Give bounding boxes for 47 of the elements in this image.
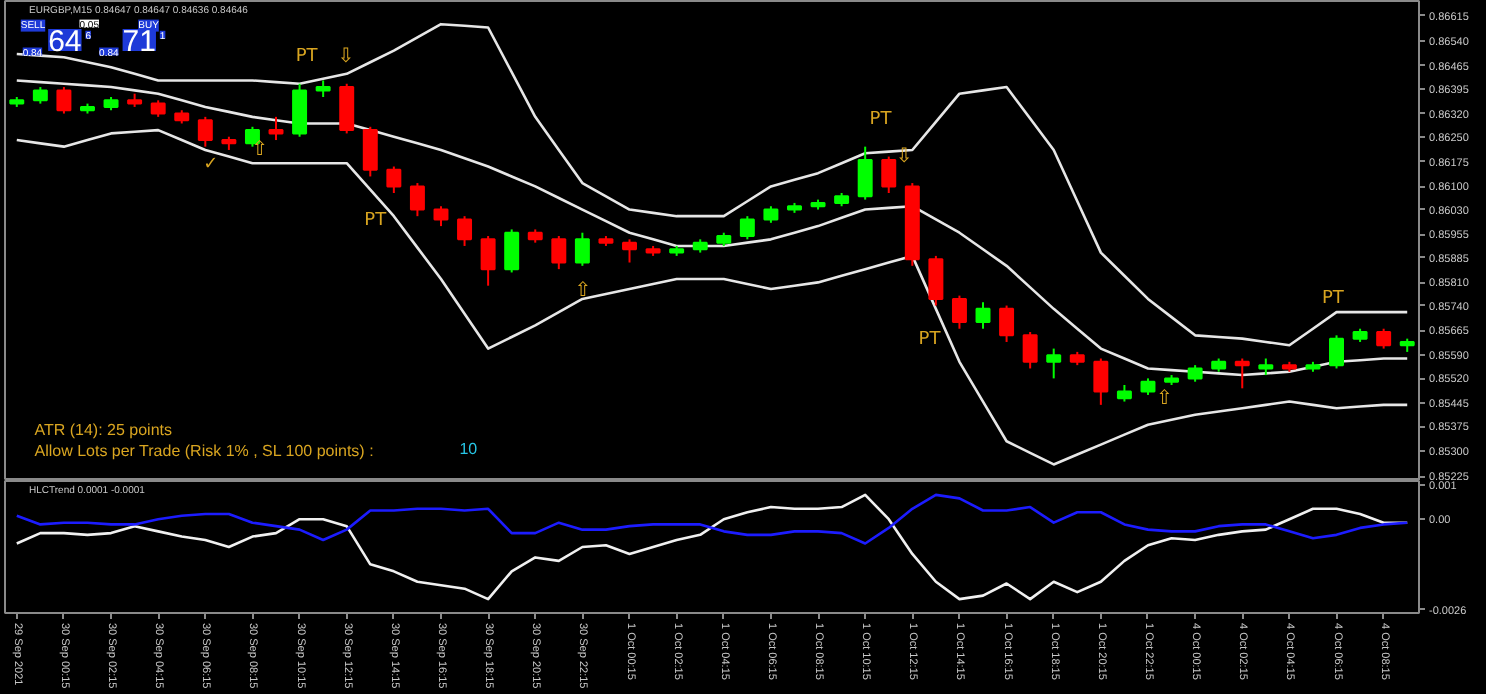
candlestick bbox=[928, 254, 944, 307]
line-series bbox=[15, 493, 1409, 545]
candlestick bbox=[1022, 331, 1038, 370]
annotation: ⇧ bbox=[251, 138, 269, 161]
candlestick bbox=[386, 165, 402, 194]
candlestick bbox=[574, 231, 590, 267]
candlestick bbox=[975, 301, 991, 330]
candlestick bbox=[739, 215, 755, 241]
annotation: 10 bbox=[459, 439, 479, 458]
candlestick bbox=[857, 145, 873, 201]
annotation: Allow Lots per Trade (Risk 1% , SL 100 points) : bbox=[34, 441, 374, 460]
candlestick bbox=[339, 82, 355, 135]
candlestick bbox=[362, 125, 378, 178]
annotation: ATR (14): 25 points bbox=[34, 421, 173, 440]
candlestick bbox=[409, 182, 425, 218]
candlestick bbox=[881, 155, 897, 194]
candlestick bbox=[1329, 334, 1344, 370]
annotation: 64 bbox=[48, 24, 82, 59]
annotation: ⇩ bbox=[337, 45, 355, 68]
annotation: PT bbox=[1321, 288, 1345, 309]
candlestick bbox=[1376, 327, 1392, 350]
candlestick bbox=[551, 235, 567, 271]
candlestick bbox=[999, 304, 1015, 343]
candlestick bbox=[457, 215, 473, 247]
annotation: PT bbox=[295, 46, 319, 67]
candlestick bbox=[622, 238, 637, 264]
line-series bbox=[15, 128, 1409, 466]
annotation: ⇧ bbox=[1156, 388, 1173, 411]
candlestick bbox=[951, 294, 967, 330]
candlestick bbox=[480, 235, 496, 287]
line-series bbox=[15, 79, 1409, 377]
annotation: ⇩ bbox=[895, 146, 913, 169]
candlestick bbox=[504, 228, 520, 274]
annotation: PT bbox=[869, 110, 893, 131]
line-series bbox=[15, 493, 1409, 601]
candlestick bbox=[268, 115, 284, 142]
candlestick bbox=[1093, 357, 1109, 406]
annotation: ⇧ bbox=[574, 280, 592, 303]
candlestick bbox=[197, 115, 213, 148]
annotation: PT bbox=[364, 210, 388, 231]
annotation: ✓ bbox=[203, 154, 219, 175]
candlestick bbox=[1234, 357, 1250, 390]
annotation: PT bbox=[918, 329, 942, 350]
candlestick bbox=[292, 82, 308, 138]
candlestick bbox=[56, 86, 72, 115]
line-series bbox=[15, 22, 1409, 347]
candlestick bbox=[1046, 347, 1062, 380]
